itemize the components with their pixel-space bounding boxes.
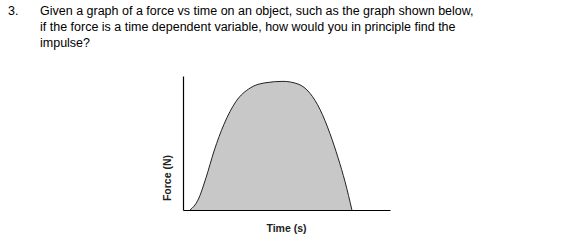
question-line: impulse? <box>40 36 90 50</box>
x-axis <box>184 210 391 211</box>
y-axis-title: Force (N) <box>161 155 173 201</box>
background <box>0 0 582 249</box>
question-line: Given a graph of a force vs time on an o… <box>40 4 474 18</box>
x-axis-title: Time (s) <box>266 222 306 234</box>
page: 3. Given a graph of a force vs time on an… <box>0 0 582 249</box>
force-area <box>190 81 352 210</box>
question-number: 3. <box>8 4 18 18</box>
plot-area <box>190 81 352 210</box>
y-axis <box>183 77 184 211</box>
x-axis-line <box>184 210 391 211</box>
force-curve <box>190 81 352 210</box>
question-line: if the force is a time dependent variabl… <box>40 20 456 34</box>
y-axis-line <box>183 77 184 211</box>
